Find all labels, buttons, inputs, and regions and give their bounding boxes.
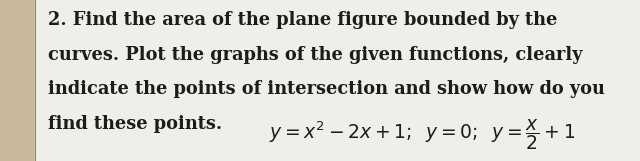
Text: find these points.: find these points. xyxy=(48,115,222,133)
Text: curves. Plot the graphs of the given functions, clearly: curves. Plot the graphs of the given fun… xyxy=(48,46,582,64)
Text: indicate the points of intersection and show how do you: indicate the points of intersection and … xyxy=(48,80,605,99)
Text: 2. Find the area of the plane figure bounded by the: 2. Find the area of the plane figure bou… xyxy=(48,11,557,29)
Text: $y = x^2 - 2x + 1;\;\; y = 0;\;\; y = \dfrac{x}{2} + 1$: $y = x^2 - 2x + 1;\;\; y = 0;\;\; y = \d… xyxy=(269,117,575,152)
